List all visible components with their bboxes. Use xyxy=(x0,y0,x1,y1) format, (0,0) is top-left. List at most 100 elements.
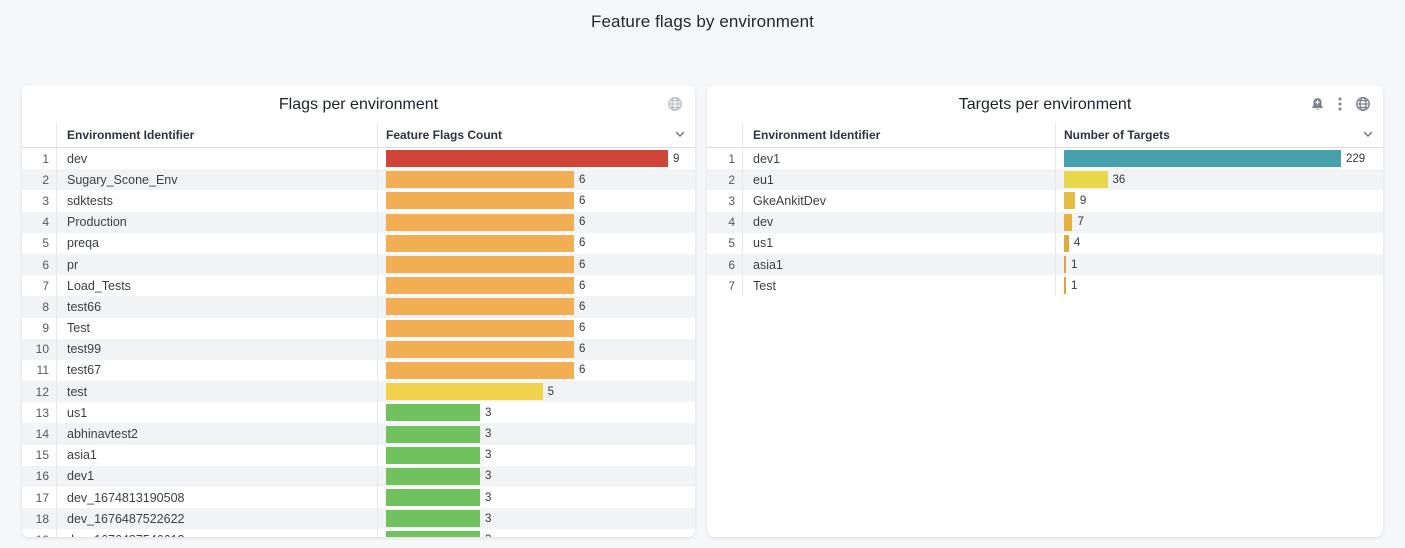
bar-gauge-cell: 3 xyxy=(377,529,695,537)
environment-column-header[interactable]: Environment Identifier xyxy=(56,123,377,147)
bar-gauge xyxy=(386,510,480,528)
globe-icon[interactable] xyxy=(667,96,683,112)
globe-icon[interactable] xyxy=(1355,96,1371,112)
bar-gauge-cell: 36 xyxy=(1055,169,1383,191)
row-index: 3 xyxy=(42,193,49,208)
row-index: 3 xyxy=(728,193,735,208)
bar-value: 4 xyxy=(1073,237,1081,250)
environment-column-header[interactable]: Environment Identifier xyxy=(742,123,1055,147)
bar-value: 3 xyxy=(485,534,491,537)
bar-gauge xyxy=(386,234,574,252)
table-row: 10 test99 6 xyxy=(22,338,695,360)
bar-value: 3 xyxy=(485,428,492,441)
bar-gauge xyxy=(1064,150,1341,168)
row-index: 6 xyxy=(42,257,49,272)
table-row: 2 eu1 36 xyxy=(707,169,1383,191)
panel-flags-per-environment: Flags per environment Environment Identi… xyxy=(22,85,695,537)
table-header: Environment Identifier Number of Targets xyxy=(707,123,1383,148)
environment-name: dev_1674813190508 xyxy=(56,487,377,509)
bar-gauge xyxy=(386,383,543,401)
row-index: 1 xyxy=(728,151,735,166)
bar-value: 3 xyxy=(485,449,492,462)
environment-name: us1 xyxy=(56,402,377,424)
bar-gauge xyxy=(386,319,574,337)
environment-name: dev_1676487522622 xyxy=(56,508,377,530)
bar-gauge-cell: 6 xyxy=(377,190,695,212)
environment-name: abhinavtest2 xyxy=(56,423,377,445)
bar-value: 6 xyxy=(579,237,586,250)
row-index: 2 xyxy=(42,172,49,187)
bar-gauge-cell: 6 xyxy=(377,169,695,191)
kebab-menu-icon[interactable] xyxy=(1338,97,1342,111)
table-row: 12 test 5 xyxy=(22,381,695,403)
panel-header: Targets per environment xyxy=(707,85,1383,123)
environment-name: dev_1676487546612 xyxy=(56,529,377,537)
bar-gauge-cell: 5 xyxy=(377,381,695,403)
table-row: 18 dev_1676487522622 3 xyxy=(22,508,695,530)
bar-gauge-cell: 6 xyxy=(377,359,695,382)
table-row: 14 abhinavtest2 3 xyxy=(22,423,695,445)
bell-plus-icon[interactable] xyxy=(1310,97,1325,112)
index-column-header xyxy=(707,123,742,147)
panel-targets-per-environment: Targets per environment xyxy=(707,85,1383,537)
environment-name: Test xyxy=(56,317,377,339)
row-index: 19 xyxy=(22,529,56,537)
chevron-down-icon[interactable] xyxy=(1362,128,1374,143)
bar-gauge-cell: 6 xyxy=(377,211,695,233)
environment-name: asia1 xyxy=(742,253,1055,276)
bar-gauge-cell: 3 xyxy=(377,402,695,424)
table-row: 16 dev1 3 xyxy=(22,465,695,487)
environment-name: test99 xyxy=(56,338,377,360)
table-row: 8 test66 6 xyxy=(22,296,695,318)
bar-gauge xyxy=(386,446,480,464)
bar-gauge xyxy=(386,404,480,422)
bar-gauge xyxy=(386,150,668,168)
bar-value: 229 xyxy=(1346,152,1366,165)
table-row: 11 test67 6 xyxy=(22,359,695,382)
bar-gauge-cell: 9 xyxy=(377,148,695,170)
row-index: 14 xyxy=(35,427,49,442)
bar-gauge-cell: 4 xyxy=(1055,232,1383,254)
bar-gauge xyxy=(386,298,574,316)
chevron-down-icon[interactable] xyxy=(674,128,686,143)
table-row: 15 asia1 3 xyxy=(22,444,695,466)
row-index: 5 xyxy=(728,236,735,251)
table-row: 6 asia1 1 xyxy=(707,253,1383,276)
panel-title[interactable]: Flags per environment xyxy=(278,96,439,113)
environment-name: Load_Tests xyxy=(56,275,377,297)
bar-gauge-cell: 6 xyxy=(377,253,695,276)
environment-name: us1 xyxy=(742,232,1055,254)
value-column-header[interactable]: Feature Flags Count xyxy=(377,123,695,147)
table-row: 3 sdktests 6 xyxy=(22,190,695,212)
table-row: 4 Production 6 xyxy=(22,211,695,233)
bar-gauge-cell: 7 xyxy=(1055,211,1383,233)
table-row: 5 preqa 6 xyxy=(22,232,695,254)
environment-name: eu1 xyxy=(742,169,1055,191)
environment-name: Sugary_Scone_Env xyxy=(56,169,377,191)
bar-gauge xyxy=(386,213,574,231)
bar-gauge xyxy=(386,361,574,379)
row-index: 8 xyxy=(42,299,49,314)
bar-value: 6 xyxy=(579,322,586,335)
bar-gauge xyxy=(1064,277,1066,295)
table-row: 9 Test 6 xyxy=(22,317,695,339)
environment-name: GkeAnkitDev xyxy=(742,190,1055,212)
row-index: 4 xyxy=(728,215,735,230)
environment-name: dev1 xyxy=(742,148,1055,170)
bar-value: 6 xyxy=(579,279,586,292)
environment-name: dev xyxy=(56,148,377,170)
bar-gauge-cell: 6 xyxy=(377,275,695,297)
table-body: 1 dev 9 2 Sugary_Scone_Env 6 3 sdktests 6 4 Produc… xyxy=(22,148,695,537)
bar-value: 9 xyxy=(673,152,680,165)
bar-value: 6 xyxy=(579,194,586,207)
row-index: 7 xyxy=(42,278,49,293)
bar-gauge-cell: 6 xyxy=(377,338,695,360)
bar-value: 1 xyxy=(1071,258,1078,271)
bar-gauge xyxy=(386,171,574,189)
panel-title[interactable]: Targets per environment xyxy=(958,96,1132,113)
environment-name: test xyxy=(56,381,377,403)
value-column-header[interactable]: Number of Targets xyxy=(1055,123,1383,147)
environment-name: Test xyxy=(742,275,1055,297)
table-header: Environment Identifier Feature Flags Cou… xyxy=(22,123,695,148)
environment-name: dev1 xyxy=(56,465,377,487)
